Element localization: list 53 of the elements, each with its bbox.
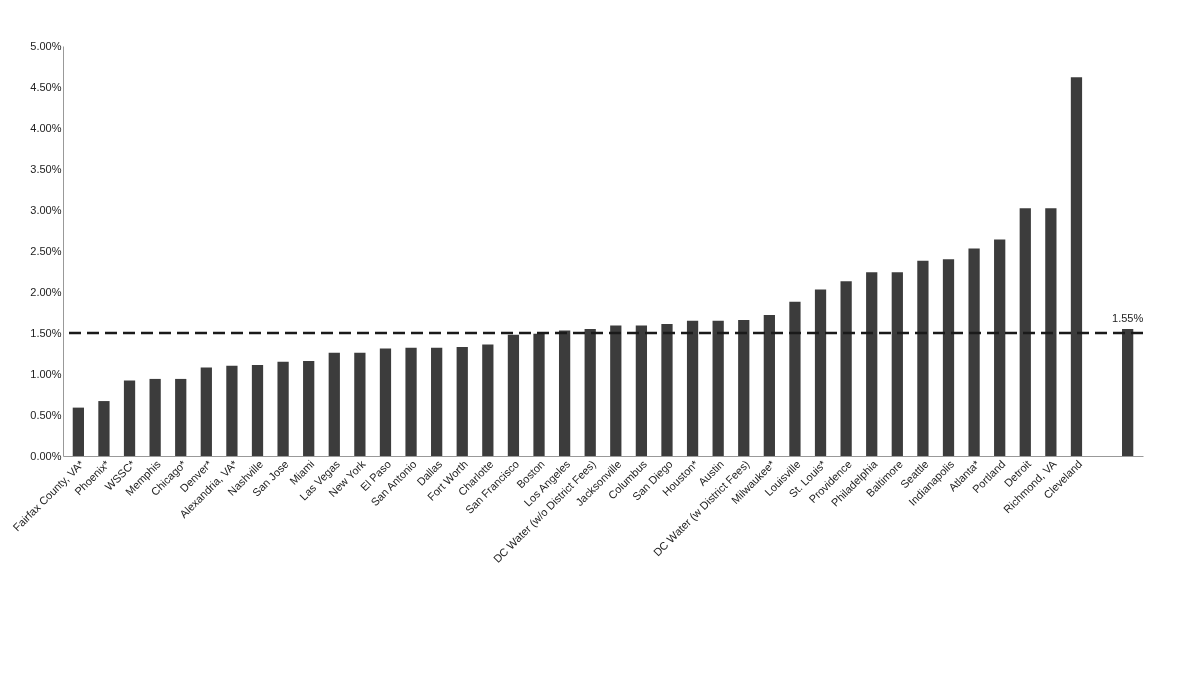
bar [149, 378, 161, 456]
y-tick-label: 2.50% [30, 244, 62, 257]
y-tick-label: 1.00% [30, 367, 62, 380]
bar [1019, 208, 1031, 456]
bar [866, 272, 878, 456]
bar [328, 352, 340, 456]
y-tick-label: 3.50% [30, 162, 62, 175]
bar [712, 320, 724, 456]
bar [917, 260, 929, 456]
bar [1070, 77, 1083, 456]
bar [942, 259, 955, 456]
bar [175, 378, 187, 456]
bar [379, 348, 392, 456]
bar [533, 333, 545, 456]
bar [661, 323, 673, 456]
bar [251, 364, 264, 456]
bar [405, 347, 417, 456]
y-tick-label: 4.50% [30, 80, 62, 93]
bar [968, 248, 980, 456]
bar [277, 361, 289, 456]
bar [482, 344, 494, 456]
bar [456, 346, 468, 456]
bar [994, 239, 1006, 456]
bar [1045, 208, 1057, 456]
bar [200, 367, 212, 456]
bar [891, 272, 903, 456]
bar [1122, 328, 1134, 456]
y-tick-label: 4.00% [30, 121, 62, 134]
bar [584, 328, 596, 456]
data-label: 1.55% [1112, 311, 1144, 324]
bar [686, 320, 699, 456]
bar [72, 407, 84, 456]
y-tick-label: 1.50% [30, 326, 62, 339]
bar [226, 365, 238, 456]
bar [431, 347, 443, 456]
y-tick-label: 5.00% [30, 39, 62, 52]
bar [610, 325, 622, 456]
bar [814, 289, 827, 456]
bar [635, 325, 648, 456]
bar [738, 319, 750, 456]
y-tick-label: 0.00% [30, 449, 62, 462]
bar [303, 360, 315, 456]
bar [763, 314, 775, 456]
bar [123, 380, 136, 456]
bar [558, 330, 571, 456]
y-tick-label: 2.00% [30, 285, 62, 298]
y-tick-label: 3.00% [30, 203, 62, 216]
bar [507, 334, 520, 456]
bar [840, 281, 852, 456]
y-tick-label: 0.50% [30, 408, 62, 421]
bar [98, 401, 110, 456]
bar [354, 352, 366, 456]
bar [789, 301, 801, 456]
